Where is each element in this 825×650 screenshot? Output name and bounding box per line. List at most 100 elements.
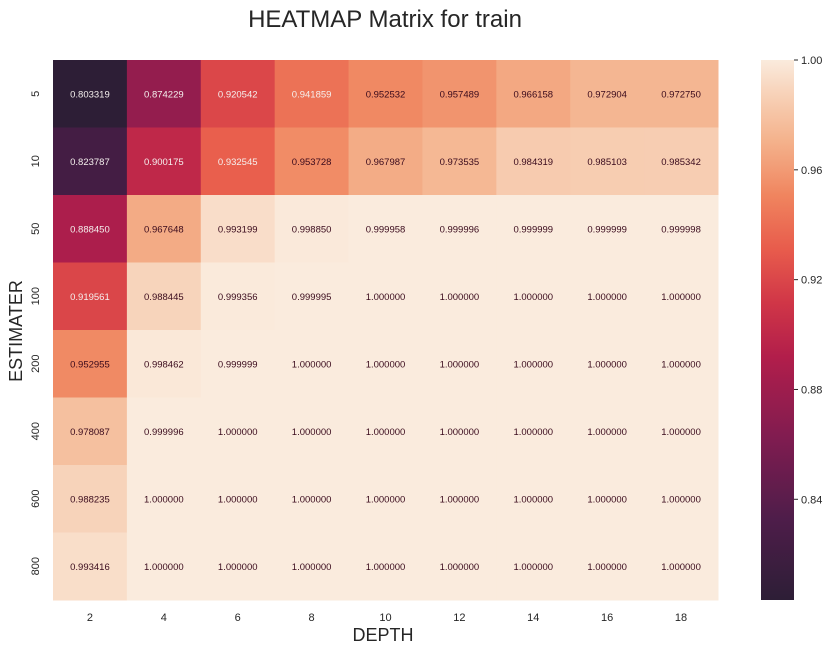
cell-value-label: 1.000000: [440, 359, 480, 370]
cell-value-label: 0.998462: [144, 359, 184, 370]
x-tick-label: 10: [379, 612, 391, 624]
cell-value-label: 0.932545: [218, 157, 258, 168]
cell-value-label: 1.000000: [661, 562, 701, 573]
heatmap-cell: [126, 465, 202, 533]
cell-value-label: 0.823787: [70, 157, 110, 168]
cell-value-label: 0.984319: [513, 157, 553, 168]
cell-value-label: 0.920542: [218, 89, 258, 100]
heatmap-cell: [126, 330, 202, 398]
heatmap-cell: [570, 465, 645, 533]
heatmap-cell: [274, 532, 350, 601]
cell-value-label: 0.993199: [218, 224, 258, 235]
chart-title: HEATMAP Matrix for train: [248, 6, 522, 33]
heatmap-cell: [644, 532, 719, 601]
cell-value-label: 0.999996: [440, 224, 480, 235]
cell-value-label: 0.999958: [366, 224, 406, 235]
heatmap-cell: [200, 262, 276, 331]
heatmap-cell: [496, 60, 571, 128]
cell-value-label: 0.985342: [661, 157, 701, 168]
cell-value-label: 0.999999: [218, 359, 258, 370]
heatmap-cell: [644, 465, 719, 533]
cell-value-label: 0.957489: [440, 89, 480, 100]
heatmap-cell: [644, 397, 719, 466]
heatmap-cell: [422, 262, 497, 331]
cell-value-label: 0.978087: [70, 427, 110, 438]
heatmap-cell: [496, 262, 571, 331]
y-tick-label: 200: [30, 355, 42, 373]
cell-value-label: 1.000000: [366, 494, 406, 505]
cell-value-label: 0.972750: [661, 89, 701, 100]
cell-value-label: 1.000000: [366, 427, 406, 438]
cell-value-label: 0.888450: [70, 224, 110, 235]
cell-value-label: 0.874229: [144, 89, 184, 100]
heatmap-cell: [348, 262, 423, 331]
cell-value-label: 1.000000: [587, 359, 627, 370]
heatmap-cell: [274, 127, 350, 196]
x-tick-label: 6: [235, 612, 241, 624]
heatmap-cell: [644, 127, 719, 196]
heatmap-cell: [422, 397, 497, 466]
y-tick-label: 10: [30, 155, 42, 167]
cell-value-label: 1.000000: [144, 562, 184, 573]
heatmap-cell: [200, 397, 276, 466]
cell-value-label: 0.919561: [70, 292, 110, 303]
heatmap-cell: [126, 195, 202, 263]
cell-value-label: 1.000000: [292, 494, 332, 505]
heatmap-cell: [53, 532, 128, 601]
cell-value-label: 1.000000: [513, 562, 553, 573]
y-tick-label: 50: [30, 223, 42, 235]
heatmap-cell: [348, 195, 423, 263]
heatmap-cell: [496, 127, 571, 196]
heatmap-cell: [496, 397, 571, 466]
cell-value-label: 0.985103: [587, 157, 627, 168]
cell-value-label: 0.999998: [661, 224, 701, 235]
heatmap-cell: [644, 262, 719, 331]
heatmap-cell: [570, 532, 645, 601]
cell-value-label: 1.000000: [587, 427, 627, 438]
cell-value-label: 0.988235: [70, 494, 110, 505]
heatmap-cell: [422, 195, 497, 263]
heatmap-cell: [126, 532, 202, 601]
heatmap-cell: [53, 330, 128, 398]
colorbar-tick-label: 0.88: [801, 384, 822, 396]
cell-value-label: 0.999999: [513, 224, 553, 235]
x-tick-label: 18: [675, 612, 687, 624]
cell-value-label: 0.967648: [144, 224, 184, 235]
cell-value-label: 1.000000: [218, 562, 258, 573]
x-tick-label: 12: [453, 612, 465, 624]
heatmap-cell: [348, 465, 423, 533]
cell-value-label: 1.000000: [440, 292, 480, 303]
heatmap-cell: [348, 60, 423, 128]
heatmap-cell: [570, 195, 645, 263]
y-tick-label: 400: [30, 422, 42, 440]
y-tick-label: 800: [30, 557, 42, 575]
colorbar-ticks: 0.84 0.88 0.92 0.96 1.00: [794, 55, 822, 506]
heatmap-cell: [200, 60, 276, 128]
heatmap-cell: [53, 127, 128, 196]
cell-value-label: 0.953728: [292, 157, 332, 168]
cell-value-label: 1.000000: [440, 494, 480, 505]
heatmap-cells: 0.803319 0.874229 0.920542 0.941859 0.952532…: [53, 60, 719, 601]
cell-value-label: 1.000000: [292, 427, 332, 438]
heatmap-cell: [348, 330, 423, 398]
heatmap-cell: [348, 397, 423, 466]
heatmap-cell: [126, 397, 202, 466]
cell-value-label: 1.000000: [440, 427, 480, 438]
cell-value-label: 0.972904: [587, 89, 627, 100]
heatmap-cell: [53, 60, 128, 128]
cell-value-label: 0.999356: [218, 292, 258, 303]
cell-value-label: 1.000000: [513, 359, 553, 370]
heatmap-cell: [422, 330, 497, 398]
cell-value-label: 1.000000: [440, 562, 480, 573]
x-tick-label: 4: [161, 612, 167, 624]
heatmap-cell: [496, 330, 571, 398]
cell-value-label: 1.000000: [513, 494, 553, 505]
heatmap-cell: [53, 465, 128, 533]
heatmap-cell: [200, 195, 276, 263]
cell-value-label: 0.999996: [144, 427, 184, 438]
heatmap-cell: [570, 127, 645, 196]
colorbar: [761, 60, 794, 600]
x-tick-labels: 2 4 6 8 10 12 14 16 18: [87, 612, 687, 624]
cell-value-label: 0.966158: [513, 89, 553, 100]
